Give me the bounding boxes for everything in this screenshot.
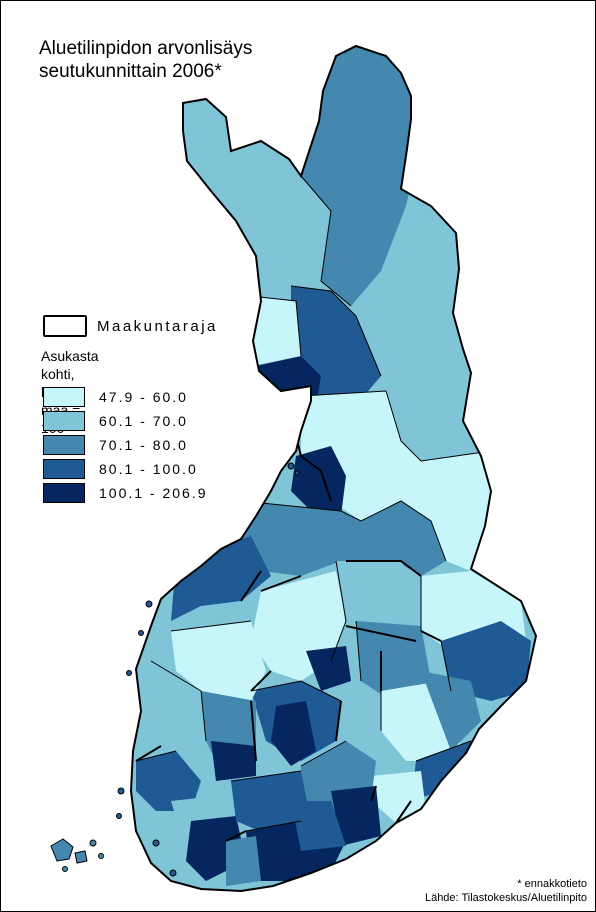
map-footer: * ennakkotieto Lähde: Tilastokeskus/Alue… [425,877,587,905]
legend-class-label: 47.9 - 60.0 [99,389,188,405]
legend-class-5: 100.1 - 206.9 [43,483,208,503]
legend-swatch [43,387,85,407]
legend-class-label: 80.1 - 100.0 [99,461,198,477]
legend-class-1: 47.9 - 60.0 [43,387,188,407]
footnote: * ennakkotieto [517,878,587,890]
legend-class-label: 100.1 - 206.9 [99,485,208,501]
legend-class-4: 80.1 - 100.0 [43,459,198,479]
legend-swatch [43,411,85,431]
legend-swatch [43,435,85,455]
region-borders [135,175,492,832]
legend-class-label: 60.1 - 70.0 [99,413,188,429]
legend-swatch [43,483,85,503]
legend-class-2: 60.1 - 70.0 [43,411,188,431]
map-title: Aluetilinpidon arvonlisäys seutukunnitta… [39,38,253,82]
legend-border-entry: Maakuntaraja [43,315,218,337]
country-outline [129,44,538,893]
legend-border-label: Maakuntaraja [97,317,218,335]
coastal-islands [116,462,300,877]
legend-swatch [43,459,85,479]
legend-class-label: 70.1 - 80.0 [99,437,188,453]
source-note: Lähde: Tilastokeskus/Aluetilinpito [424,892,587,904]
province-border-swatch [43,315,87,337]
aland-islands [50,838,104,872]
legend-class-3: 70.1 - 80.0 [43,435,188,455]
